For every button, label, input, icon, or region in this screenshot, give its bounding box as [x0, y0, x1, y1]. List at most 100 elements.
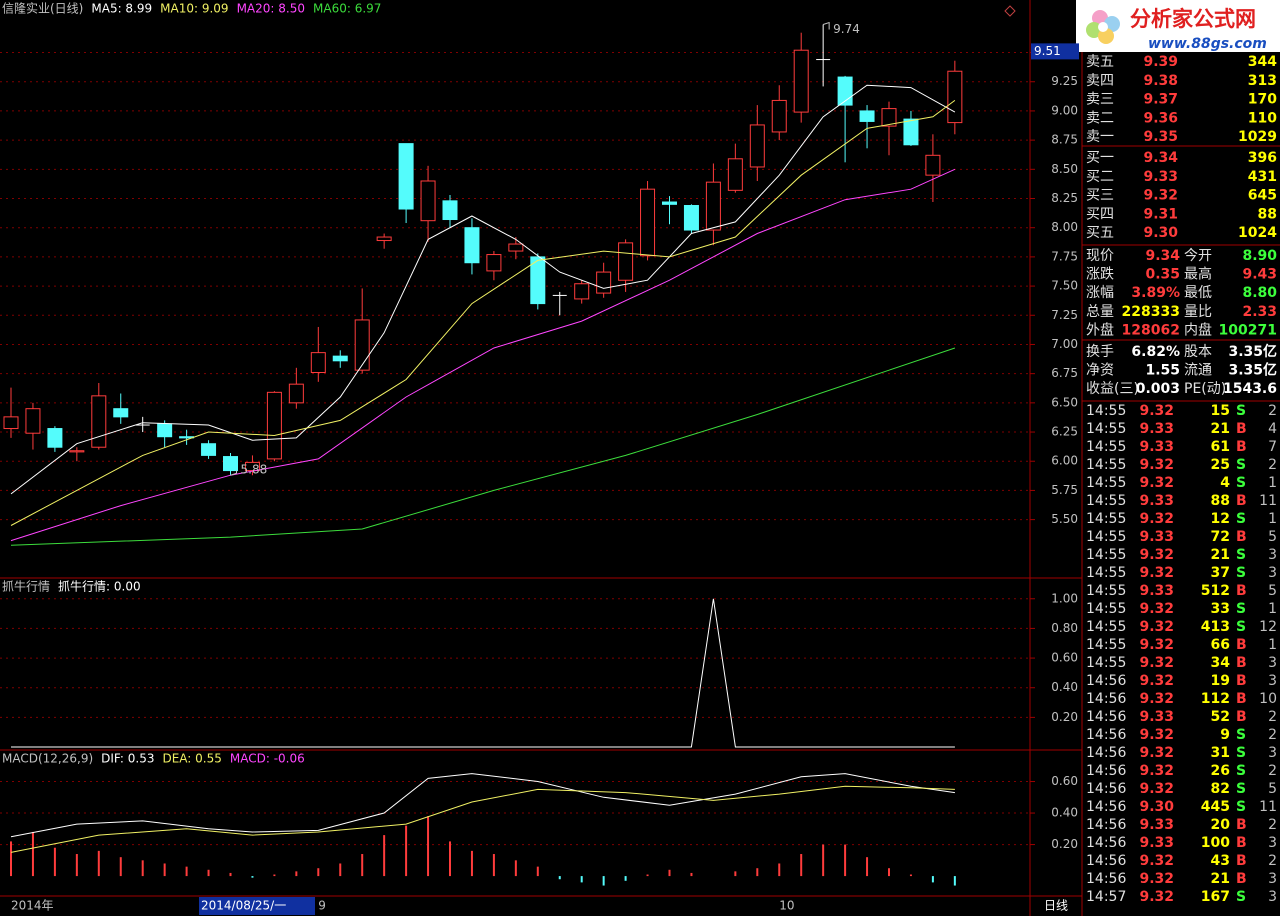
- candle-body: [903, 118, 919, 146]
- candle-body: [464, 227, 480, 264]
- trade-volume: 167: [1201, 889, 1230, 905]
- macd-bar: [207, 869, 210, 877]
- candle-body: [793, 49, 809, 113]
- candle-body: [881, 108, 897, 127]
- candle-body: [398, 143, 414, 210]
- macd-bar: [273, 874, 276, 877]
- trade-count: 2: [1268, 853, 1277, 869]
- candle-body: [223, 456, 238, 472]
- trade-price: 9.32: [1139, 403, 1174, 419]
- macd-bar: [427, 816, 430, 877]
- trade-volume: 82: [1211, 781, 1230, 797]
- trade-count: 5: [1268, 583, 1277, 599]
- trade-side: S: [1236, 565, 1246, 581]
- trade-time: 14:55: [1086, 475, 1126, 491]
- trade-side: S: [1236, 403, 1246, 419]
- trade-side: B: [1236, 529, 1247, 545]
- trade-volume: 12: [1211, 511, 1230, 527]
- quote-label: 外盘: [1086, 321, 1114, 338]
- quote-value: 6.82%: [1131, 344, 1180, 360]
- macd-bar: [866, 857, 869, 877]
- trade-price: 9.30: [1139, 799, 1174, 815]
- trade-price: 9.32: [1139, 745, 1174, 761]
- book-price: 9.38: [1143, 73, 1178, 89]
- trade-side: S: [1236, 781, 1246, 797]
- trade-side: B: [1236, 817, 1247, 833]
- macd-bar: [141, 860, 144, 877]
- trade-volume: 34: [1211, 655, 1231, 671]
- y-tick-label: 8.00: [1051, 220, 1078, 234]
- book-label: 卖三: [1086, 92, 1114, 108]
- book-price: 9.37: [1143, 92, 1178, 108]
- macd-bar: [97, 850, 100, 877]
- candle-body: [47, 428, 63, 448]
- trade-side: B: [1236, 871, 1247, 887]
- trade-price: 9.32: [1139, 565, 1174, 581]
- trade-volume: 9: [1220, 727, 1230, 743]
- trade-time: 14:55: [1086, 547, 1126, 563]
- book-volume: 396: [1248, 150, 1277, 166]
- quote-label: 涨幅: [1086, 285, 1114, 301]
- trade-price: 9.33: [1139, 709, 1174, 725]
- trade-price: 9.32: [1139, 457, 1174, 473]
- macd-bar: [668, 869, 671, 877]
- trade-time: 14:55: [1086, 583, 1126, 599]
- macd-bar: [690, 872, 693, 877]
- trade-time: 14:56: [1086, 745, 1126, 761]
- macd-bar: [449, 841, 451, 877]
- cursor-price-box: [1031, 43, 1079, 60]
- book-label: 买五: [1086, 225, 1114, 241]
- trade-price: 9.33: [1139, 583, 1174, 599]
- trade-side: B: [1236, 673, 1247, 689]
- quote-value: 228333: [1122, 304, 1180, 320]
- x-tick-label: 10: [779, 899, 794, 913]
- trade-count: 2: [1268, 817, 1277, 833]
- candle-body: [442, 200, 458, 221]
- y-tick-label: 6.50: [1051, 395, 1078, 409]
- candle-body: [947, 70, 963, 124]
- candle-body: [244, 461, 260, 472]
- series-line: [10, 84, 956, 495]
- trade-time: 14:56: [1086, 817, 1126, 833]
- quote-label: 量比: [1184, 304, 1212, 320]
- legend-entry: MACD: -0.06: [230, 752, 305, 766]
- quote-label: 净资: [1086, 363, 1114, 379]
- candle-body: [113, 408, 129, 418]
- book-label: 买一: [1086, 150, 1114, 166]
- macd-bar: [888, 868, 890, 877]
- y-tick-label: 0.60: [1051, 651, 1078, 665]
- y-tick-label: 8.25: [1051, 191, 1078, 205]
- y-tick-label: 6.75: [1051, 366, 1078, 380]
- trade-side: B: [1236, 439, 1247, 455]
- trade-price: 9.32: [1139, 637, 1174, 653]
- book-volume: 170: [1248, 92, 1277, 108]
- x-tick-label: 9: [318, 899, 326, 913]
- quote-label: 最低: [1184, 285, 1212, 301]
- macd-bar: [229, 872, 232, 877]
- quote-label: PE(动): [1184, 381, 1226, 397]
- macd-bar: [953, 876, 956, 886]
- trade-volume: 61: [1211, 439, 1230, 455]
- legend-entry: MA10: 9.09: [160, 2, 228, 16]
- trade-side: S: [1236, 457, 1246, 473]
- book-price: 9.30: [1143, 225, 1178, 241]
- book-label: 卖一: [1086, 129, 1114, 145]
- legend-entry: 抓牛行情: 0.00: [58, 579, 141, 594]
- quote-label: 换手: [1086, 343, 1114, 360]
- macd-bar: [251, 876, 254, 878]
- y-tick-label: 0.80: [1051, 621, 1078, 635]
- trade-time: 14:55: [1086, 493, 1126, 509]
- legend-entry: 信隆实业(日线): [2, 1, 83, 16]
- quote-value: 100271: [1219, 322, 1277, 338]
- candle-body: [25, 408, 41, 434]
- y-tick-label: 7.25: [1051, 308, 1078, 322]
- legend-entry: DEA: 0.55: [162, 752, 221, 766]
- y-tick-label: 8.50: [1051, 162, 1078, 176]
- quote-label: 股本: [1184, 344, 1212, 360]
- trade-volume: 43: [1211, 853, 1230, 869]
- trade-price: 9.32: [1139, 889, 1174, 905]
- trade-volume: 4: [1220, 475, 1230, 491]
- trade-volume: 88: [1211, 493, 1230, 509]
- macd-bar: [383, 835, 386, 877]
- quote-value: 2.33: [1242, 304, 1277, 320]
